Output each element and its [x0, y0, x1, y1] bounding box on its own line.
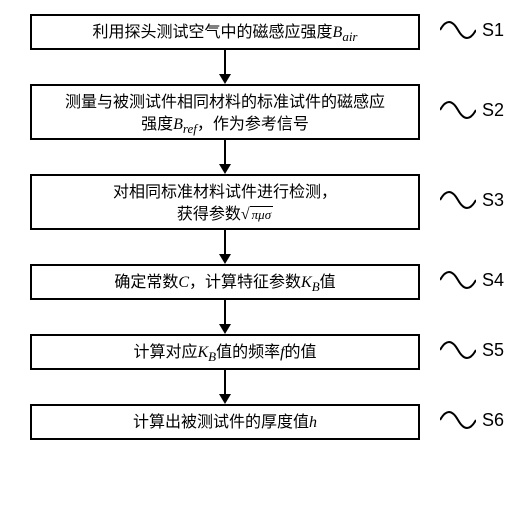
step-text: 值	[320, 274, 336, 291]
step-var: B	[173, 116, 183, 133]
arrow-s4-s5	[30, 300, 420, 334]
step-text: 计算出被测试件的厚度值	[133, 414, 309, 431]
step-text: 确定常数	[114, 274, 178, 291]
step-var-sub: air	[342, 29, 357, 44]
sine-icon	[440, 18, 476, 42]
sine-icon	[440, 268, 476, 292]
step-line1: 测量与被测试件相同材料的标准试件的磁感应	[40, 92, 410, 114]
label-s6: S6	[440, 408, 504, 432]
step-var1-sub: B	[208, 349, 216, 364]
step-id: S2	[482, 100, 504, 121]
step-var: h	[309, 414, 317, 431]
step-var: B	[333, 24, 343, 41]
step-text: 利用探头测试空气中的磁感应强度	[93, 24, 333, 41]
step-var1: C	[178, 274, 189, 291]
step-line2: 获得参数√πμσ	[40, 204, 410, 226]
step-id: S6	[482, 410, 504, 431]
label-s3: S3	[440, 188, 504, 212]
step-text: 值的频率	[216, 344, 280, 361]
step-line2: 强度Bref，作为参考信号	[40, 114, 410, 138]
label-s1: S1	[440, 18, 504, 42]
step-text: 的值	[285, 344, 317, 361]
sine-icon	[440, 188, 476, 212]
label-s5: S5	[440, 338, 504, 362]
step-id: S4	[482, 270, 504, 291]
step-text: 计算对应	[133, 344, 197, 361]
sine-icon	[440, 98, 476, 122]
step-text: ，作为参考信号	[197, 116, 309, 133]
step-var2-sub: B	[312, 279, 320, 294]
step-line1: 对相同标准材料试件进行检测，	[40, 182, 410, 204]
step-id: S3	[482, 190, 504, 211]
flowchart-column: 利用探头测试空气中的磁感应强度Bair 测量与被测试件相同材料的标准试件的磁感应…	[30, 14, 420, 440]
step-var1: K	[197, 344, 208, 361]
label-s4: S4	[440, 268, 504, 292]
arrow-s3-s4	[30, 230, 420, 264]
sine-icon	[440, 338, 476, 362]
step-id: S5	[482, 340, 504, 361]
arrow-s5-s6	[30, 370, 420, 404]
step-box-s4: 确定常数C，计算特征参数KB值	[30, 264, 420, 300]
step-id: S1	[482, 20, 504, 41]
arrow-s2-s3	[30, 140, 420, 174]
step-var-sub: ref	[183, 122, 197, 137]
step-box-s6: 计算出被测试件的厚度值h	[30, 404, 420, 440]
step-text: ，计算特征参数	[189, 274, 301, 291]
step-box-s1: 利用探头测试空气中的磁感应强度Bair	[30, 14, 420, 50]
step-var2: K	[301, 274, 312, 291]
step-text: 强度	[141, 116, 173, 133]
arrow-s1-s2	[30, 50, 420, 84]
step-box-s5: 计算对应KB值的频率f的值	[30, 334, 420, 370]
step-text: 获得参数	[177, 206, 241, 223]
step-box-s2: 测量与被测试件相同材料的标准试件的磁感应 强度Bref，作为参考信号	[30, 84, 420, 140]
sine-icon	[440, 408, 476, 432]
root-expr: √πμσ	[241, 204, 273, 226]
label-s2: S2	[440, 98, 504, 122]
step-box-s3: 对相同标准材料试件进行检测， 获得参数√πμσ	[30, 174, 420, 230]
